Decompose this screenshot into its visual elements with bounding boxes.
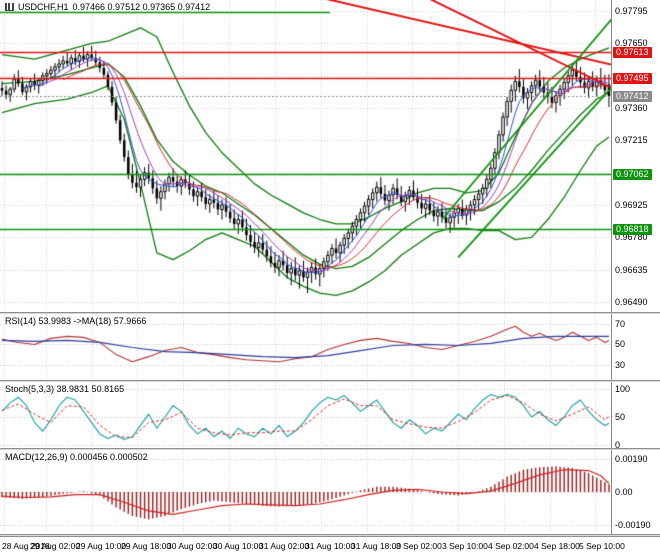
indicator-scale-label: 0 — [615, 440, 621, 450]
time-label: 30 Aug 02:00 — [167, 541, 218, 551]
time-label: 30 Aug 10:00 — [213, 541, 264, 551]
price-level-label: 0.97062 — [613, 169, 652, 180]
price-tick-label: 0.96490 — [615, 297, 648, 307]
time-label: 4 Sep 02:00 — [488, 541, 534, 551]
price-tick-label: 0.97360 — [615, 103, 648, 113]
panel-separator[interactable] — [0, 312, 660, 314]
indicator-scale-label: 50 — [615, 339, 626, 349]
price-tick-label: 0.97650 — [615, 38, 648, 48]
price-tick-label: 0.97215 — [615, 135, 648, 145]
price-chart-canvas[interactable] — [0, 0, 611, 312]
rsi-canvas[interactable] — [0, 314, 611, 380]
time-label: 5 Sep 10:00 — [579, 541, 625, 551]
time-label: 29 Aug 02:00 — [30, 541, 81, 551]
panel-separator[interactable] — [0, 380, 660, 382]
time-label: 3 Sep 02:00 — [396, 541, 442, 551]
indicator-scale-label: 50 — [615, 412, 626, 422]
rsi-scale[interactable]: 70 50 30 — [611, 314, 660, 380]
time-axis[interactable]: 28 Aug 2018 29 Aug 02:00 29 Aug 10:00 29 Au… — [0, 536, 660, 560]
price-tick-label: 0.97795 — [615, 6, 648, 16]
price-level-label: 0.97495 — [613, 73, 652, 84]
time-label: 31 Aug 18:00 — [351, 541, 402, 551]
stochastic-panel: Stoch(5,3,3) 38.9831 50.8165 — [0, 382, 611, 448]
macd-panel: MACD(12,26,9) 0.000456 0.000502 — [0, 450, 611, 534]
price-tick-label: 0.96925 — [615, 200, 648, 210]
macd-scale[interactable]: 0.00190 0.00 -0.00190 — [611, 450, 660, 534]
time-label: 28 Aug 2018 — [2, 541, 50, 551]
indicator-scale-label: 0.00190 — [615, 454, 648, 464]
price-tick-label: 0.96635 — [615, 265, 648, 275]
time-label: 31 Aug 02:00 — [259, 541, 310, 551]
price-tick-label: 0.96780 — [615, 232, 648, 242]
indicator-scale-label: 100 — [615, 384, 631, 394]
indicator-scale-label: 30 — [615, 360, 626, 370]
rsi-panel: RSI(14) 53.9983 ->MA(18) 57.9666 — [0, 314, 611, 380]
current-price-label: 0.97412 — [613, 91, 652, 102]
indicator-scale-label: 0.00 — [615, 487, 633, 497]
panel-separator[interactable] — [0, 534, 660, 536]
price-level-label: 0.97613 — [613, 47, 652, 58]
price-level-label: 0.96818 — [613, 224, 652, 235]
panel-separator[interactable] — [0, 448, 660, 450]
price-axis[interactable]: 0.97795 0.97650 0.97360 0.97215 0.96925 0.967… — [611, 0, 660, 312]
time-label: 29 Aug 18:00 — [121, 541, 172, 551]
time-label: 29 Aug 10:00 — [76, 541, 127, 551]
indicator-scale-label: 70 — [615, 319, 626, 329]
stochastic-canvas[interactable] — [0, 382, 611, 448]
stochastic-scale[interactable]: 100 50 0 — [611, 382, 660, 450]
time-label: 31 Aug 10:00 — [305, 541, 356, 551]
time-label: 3 Sep 10:00 — [442, 541, 488, 551]
indicator-scale-label: -0.00190 — [615, 520, 651, 530]
time-label: 4 Sep 18:00 — [534, 541, 580, 551]
macd-canvas[interactable] — [0, 450, 611, 534]
main-chart-panel: USDCHF,H1 0.97466 0.97512 0.97365 0.9741… — [0, 0, 611, 312]
